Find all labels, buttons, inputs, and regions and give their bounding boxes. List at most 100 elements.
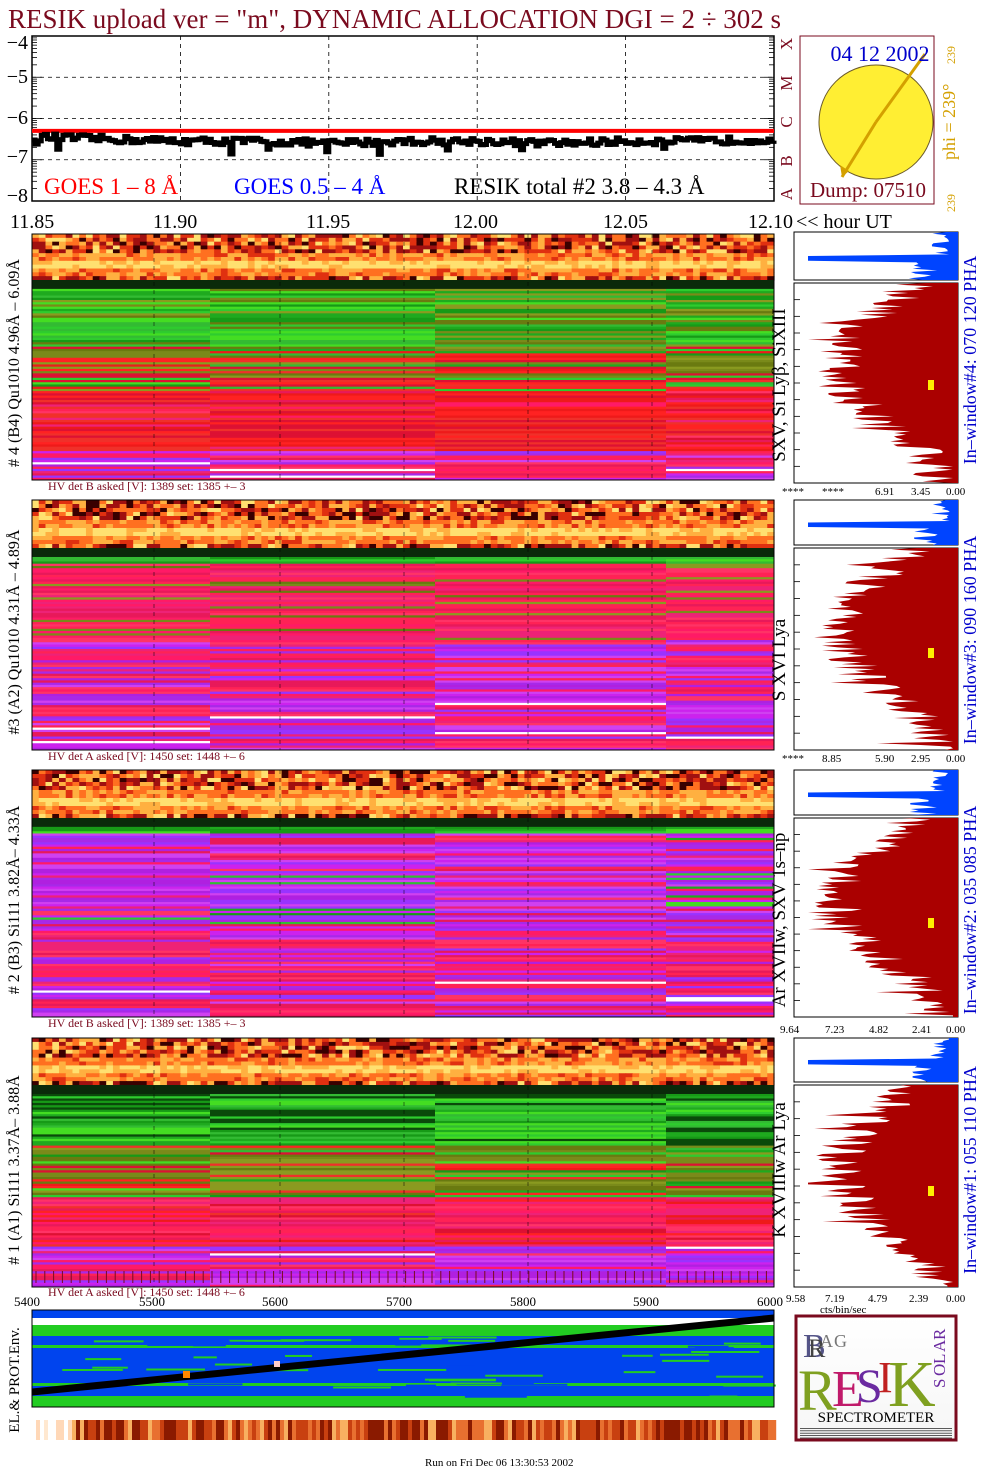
heat-cell xyxy=(126,268,134,273)
heat-cell xyxy=(32,794,40,799)
heat-cell xyxy=(740,508,748,513)
heat-cell xyxy=(747,260,755,266)
heat-cell xyxy=(106,806,114,811)
heat-cell xyxy=(173,532,181,537)
heat-cell xyxy=(429,794,438,799)
heat-cell xyxy=(274,272,283,277)
heat-cell xyxy=(355,794,364,799)
spectrogram-row xyxy=(210,846,435,850)
spectrogram-row xyxy=(32,992,210,996)
spectrogram-row xyxy=(32,657,210,661)
spectrogram-row xyxy=(32,725,210,729)
heat-cell xyxy=(234,540,242,545)
heat-cell xyxy=(112,237,121,243)
heat-cell xyxy=(281,794,289,799)
spectrogram-row xyxy=(210,393,435,397)
spectrogram-row xyxy=(666,572,774,576)
heat-cell xyxy=(355,512,364,517)
spectrogram-row xyxy=(435,284,666,288)
spectrogram-row xyxy=(210,678,435,681)
heat-cell xyxy=(483,504,492,509)
heat-cell xyxy=(423,778,431,783)
heat-cell xyxy=(456,790,465,795)
heat-cell xyxy=(207,512,215,517)
heat-cell xyxy=(92,814,101,819)
heat-cell xyxy=(558,234,566,239)
spectrogram-row xyxy=(32,373,210,377)
heat-cell xyxy=(247,264,256,270)
heat-cell xyxy=(227,512,235,517)
heat-cell xyxy=(281,774,289,779)
heat-cell xyxy=(477,810,485,815)
spectrogram-row xyxy=(32,924,210,927)
heat-cell xyxy=(119,544,128,549)
flare-class-a: A xyxy=(777,187,796,200)
heat-cell xyxy=(322,532,330,537)
heat-cell xyxy=(187,508,195,513)
heat-cell xyxy=(699,536,708,541)
spectrogram-row xyxy=(32,462,210,465)
heat-cell xyxy=(112,806,121,811)
heat-cell xyxy=(740,260,748,266)
heat-cell xyxy=(666,524,674,529)
heat-cell xyxy=(416,257,424,262)
spectrogram-row xyxy=(210,570,435,574)
heat-cell xyxy=(52,786,60,791)
heat-cell xyxy=(38,794,47,799)
heat-cell xyxy=(133,241,141,247)
heat-cell xyxy=(679,504,687,509)
spectrogram-row xyxy=(435,355,666,359)
heat-cell xyxy=(328,794,337,799)
spectrogram-row xyxy=(210,451,435,454)
spectrogram-row xyxy=(32,888,210,892)
heat-cell xyxy=(409,520,418,525)
spectrogram-row xyxy=(435,437,666,441)
heat-cell xyxy=(315,268,323,273)
heat-cell xyxy=(450,790,458,795)
heat-cell xyxy=(504,241,512,247)
heat-cell xyxy=(612,794,620,799)
spectrogram-row xyxy=(210,691,435,695)
heat-cell xyxy=(423,794,431,799)
heat-cell xyxy=(497,544,505,549)
heat-cell xyxy=(423,237,431,243)
spectrogram-row xyxy=(435,610,666,614)
heat-cell xyxy=(139,770,148,775)
heat-cell xyxy=(713,268,721,273)
heat-cell xyxy=(436,540,445,545)
heat-cell xyxy=(720,802,728,807)
heat-cell xyxy=(726,260,735,266)
spectrogram-row xyxy=(210,572,435,576)
heat-cell xyxy=(423,249,431,254)
heat-cell xyxy=(578,802,586,807)
heat-cell xyxy=(133,508,141,513)
heat-cell xyxy=(639,260,647,266)
heat-cell xyxy=(497,798,505,803)
heat-cell xyxy=(396,241,404,247)
heat-cell xyxy=(618,272,627,277)
heat-cell xyxy=(166,532,175,537)
spectrogram-row xyxy=(32,468,210,472)
heat-cell xyxy=(85,528,94,533)
heat-cell xyxy=(58,237,67,243)
spectrogram-row xyxy=(32,968,210,972)
heat-cell xyxy=(281,524,289,529)
spectrogram-row xyxy=(666,675,774,679)
heat-cell xyxy=(686,814,694,819)
spectrogram-row xyxy=(435,375,666,379)
heat-cell xyxy=(308,786,316,791)
heat-cell xyxy=(490,786,499,791)
heat-cell xyxy=(153,802,161,807)
spectrogram-row xyxy=(666,574,774,578)
spectrogram-row xyxy=(666,477,774,481)
heat-cell xyxy=(591,516,600,521)
heat-cell xyxy=(456,268,465,273)
heat-cell xyxy=(139,504,148,509)
heat-cell xyxy=(146,500,155,505)
heat-cell xyxy=(261,806,269,811)
heat-cell xyxy=(537,794,546,799)
heat-cell xyxy=(753,798,762,803)
heat-cell xyxy=(146,532,155,537)
spectrogram-row xyxy=(666,320,774,323)
heat-cell xyxy=(254,806,262,811)
